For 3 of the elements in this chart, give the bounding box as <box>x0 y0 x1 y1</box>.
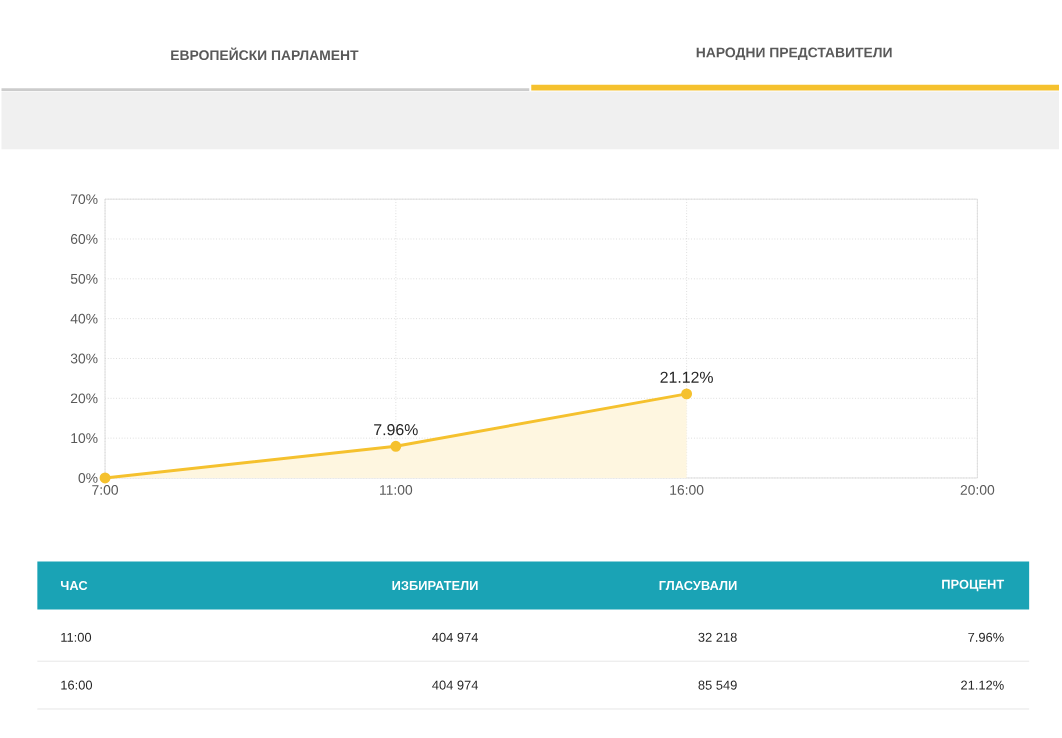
point <box>681 387 693 399</box>
point <box>390 440 402 452</box>
point <box>99 472 111 484</box>
